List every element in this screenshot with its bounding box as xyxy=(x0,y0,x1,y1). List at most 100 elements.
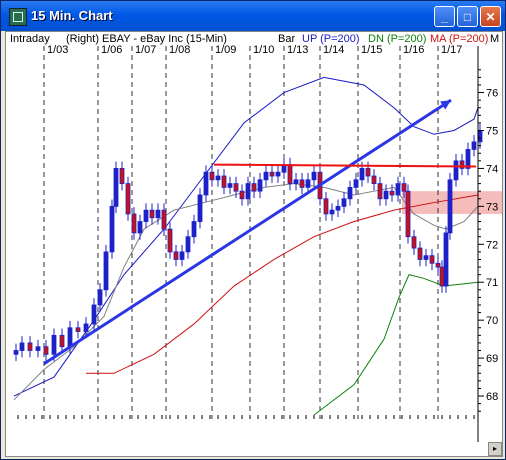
y-tick-label: 76 xyxy=(486,88,498,100)
upper-band-line xyxy=(13,76,479,397)
price-bar-body xyxy=(185,236,191,253)
price-bar-body xyxy=(311,171,317,181)
price-bar-body xyxy=(227,183,233,188)
price-bar xyxy=(311,165,317,187)
price-bar xyxy=(439,260,445,293)
price-bar xyxy=(341,191,347,214)
price-bar xyxy=(97,282,103,312)
price-bar-body xyxy=(459,160,465,169)
price-bar xyxy=(233,176,239,199)
price-bar-body xyxy=(263,171,269,181)
price-bar xyxy=(161,203,167,236)
axis-side-label: (Right) xyxy=(66,33,100,45)
mode-label: Intraday xyxy=(10,33,50,45)
symbol-label: EBAY - eBay Inc (15-Min) xyxy=(102,33,227,45)
price-bar-body xyxy=(377,183,383,200)
x-tick-label: 1/10 xyxy=(253,44,274,56)
price-bar xyxy=(477,123,483,149)
price-bar xyxy=(155,203,161,225)
y-tick-label: 75 xyxy=(486,125,498,137)
price-bar xyxy=(411,229,417,255)
minimize-button[interactable]: _ xyxy=(434,6,455,27)
lower-band-line xyxy=(313,274,479,416)
price-bar-body xyxy=(287,164,293,184)
price-bar xyxy=(447,172,453,240)
scroll-button[interactable]: ▸ xyxy=(488,442,502,456)
price-bar-body xyxy=(109,205,115,253)
price-bar-body xyxy=(179,251,185,260)
price-bar xyxy=(227,176,233,195)
price-bar-body xyxy=(125,183,131,215)
price-bar xyxy=(263,165,269,187)
upper-band-legend: UP (P=200) xyxy=(302,33,360,45)
price-bar-body xyxy=(59,334,65,348)
price-bar xyxy=(185,229,191,259)
price-bar xyxy=(299,172,305,195)
price-bar xyxy=(143,203,149,229)
price-bar xyxy=(293,172,299,191)
maximize-button[interactable]: □ xyxy=(457,6,478,27)
price-bar-body xyxy=(435,262,441,268)
price-bar xyxy=(269,165,275,183)
price-bar-body xyxy=(371,175,377,184)
chart-style-label: Bar xyxy=(278,33,296,45)
price-bar xyxy=(453,154,459,187)
y-tick-label: 72 xyxy=(486,239,498,251)
ma-legend: MA (P=200) xyxy=(430,33,489,45)
price-bar-body xyxy=(269,171,275,177)
price-bar xyxy=(471,135,477,157)
price-bar-body xyxy=(429,255,435,264)
price-bar-body xyxy=(347,186,353,200)
price-bar-body xyxy=(221,175,227,188)
price-bar-body xyxy=(167,228,173,253)
price-bar-body xyxy=(359,168,365,181)
price-bar-body xyxy=(191,221,197,238)
price-bar-body xyxy=(113,168,119,207)
x-tick-label: 1/06 xyxy=(101,44,122,56)
price-bar xyxy=(75,320,81,339)
uptrend-arrowhead xyxy=(440,100,451,110)
x-tick-label: 1/03 xyxy=(47,44,68,56)
price-bar xyxy=(91,298,97,331)
price-bar-body xyxy=(103,251,109,291)
price-bar-body xyxy=(215,175,221,181)
price-bar-body xyxy=(75,327,81,332)
price-bar xyxy=(335,199,341,217)
price-bar xyxy=(191,214,197,244)
price-bar-body xyxy=(67,327,73,348)
price-bar-body xyxy=(131,213,137,234)
price-bar-body xyxy=(197,194,203,222)
chart-area[interactable]: Intraday (Right) EBAY - eBay Inc (15-Min… xyxy=(5,31,503,457)
price-bar-body xyxy=(465,149,471,169)
price-bar-body xyxy=(27,342,33,351)
price-bar-body xyxy=(13,350,19,355)
title-bar[interactable]: 15 Min. Chart _ □ ✕ xyxy=(1,1,505,31)
price-bar xyxy=(27,336,33,358)
price-bar xyxy=(113,161,119,214)
price-bar-body xyxy=(383,190,389,200)
y-tick-label: 69 xyxy=(486,353,498,365)
close-button[interactable]: ✕ xyxy=(480,6,501,27)
price-bar xyxy=(465,142,471,176)
price-bar xyxy=(405,184,411,244)
price-bar xyxy=(281,157,287,180)
price-bar xyxy=(429,248,435,271)
price-bar xyxy=(149,203,155,225)
price-bar xyxy=(245,176,251,206)
price-bar-body xyxy=(19,342,25,351)
price-bar xyxy=(371,169,377,191)
price-bar-body xyxy=(405,190,411,238)
window-title: 15 Min. Chart xyxy=(31,8,113,23)
price-bar-body xyxy=(245,183,251,200)
price-bar-body xyxy=(447,179,453,234)
price-bar xyxy=(43,339,49,362)
price-bar-body xyxy=(233,183,239,192)
price-bar-body xyxy=(305,179,311,188)
price-bar xyxy=(251,176,257,199)
x-tick-label: 1/07 xyxy=(135,44,156,56)
price-bar-body xyxy=(173,251,179,260)
x-tick-label: 1/13 xyxy=(287,44,308,56)
price-bar-body xyxy=(389,190,395,196)
price-bar xyxy=(459,154,465,176)
